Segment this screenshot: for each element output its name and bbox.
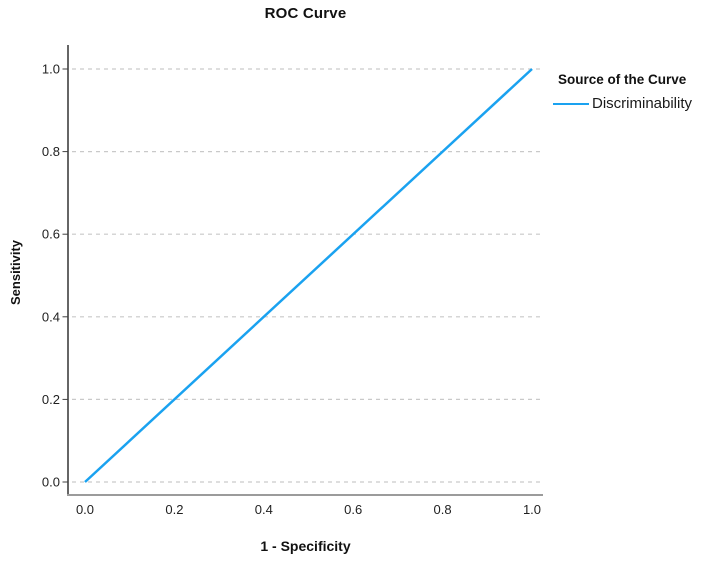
- legend-entry: Discriminability: [553, 95, 723, 112]
- y-tick-label: 1.0: [42, 62, 60, 77]
- x-tick-label: 0.4: [255, 502, 273, 517]
- x-tick-label: 1.0: [523, 502, 541, 517]
- legend: Source of the Curve Discriminability: [553, 72, 723, 112]
- y-tick-label: 0.6: [42, 227, 60, 242]
- y-tick-label: 0.0: [42, 475, 60, 490]
- y-tick-label: 0.2: [42, 392, 60, 407]
- series-line-discriminability: [84, 68, 533, 483]
- legend-line-swatch: [553, 102, 589, 105]
- y-tick-label: 0.4: [42, 309, 60, 324]
- legend-label: Discriminability: [592, 95, 693, 112]
- x-tick-label: 0.0: [76, 502, 94, 517]
- x-tick-label: 0.8: [434, 502, 452, 517]
- x-tick-label: 0.6: [344, 502, 362, 517]
- y-axis-title: Sensitivity: [8, 239, 23, 305]
- x-axis-title: 1 - Specificity: [260, 538, 351, 554]
- legend-entries: Discriminability: [553, 95, 723, 112]
- x-tick-label: 0.2: [165, 502, 183, 517]
- y-tick-label: 0.8: [42, 144, 60, 159]
- legend-title: Source of the Curve: [558, 72, 687, 87]
- chart-title: ROC Curve: [264, 5, 347, 22]
